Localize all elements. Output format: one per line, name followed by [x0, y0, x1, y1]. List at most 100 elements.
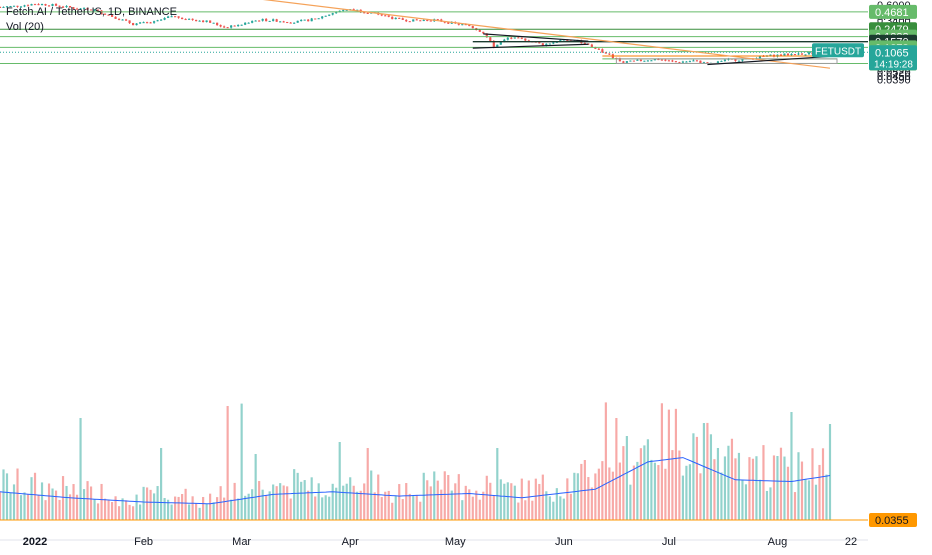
date-axis[interactable]: 2022 Feb Mar Apr May Jun Jul Aug 22: [23, 536, 857, 548]
candle: [33, 3, 37, 6]
volume-bar: [786, 466, 790, 520]
volume-bar: [422, 472, 425, 520]
volume-bar: [569, 493, 572, 520]
volume-bar: [594, 473, 597, 520]
volume-bar: [681, 475, 684, 520]
volume-bar: [790, 412, 793, 520]
volume-bar: [247, 493, 250, 520]
price-axis[interactable]: USDT0.60000.50000.40000.34000.28000.2400…: [869, 0, 917, 527]
candle: [513, 37, 516, 39]
volume-bar: [604, 402, 607, 520]
volume-bar: [107, 500, 110, 520]
candle: [107, 14, 110, 16]
volume-bar: [699, 473, 702, 520]
volume-bar: [587, 477, 590, 520]
candle: [142, 21, 145, 24]
volume-bar: [524, 500, 527, 520]
wedge-upper-line[interactable]: [483, 33, 589, 42]
volume-bar: [608, 467, 611, 520]
volume-bar: [401, 499, 404, 520]
volume-bar: [443, 471, 446, 520]
candle: [489, 36, 492, 42]
candle: [135, 23, 138, 26]
volume-bar: [251, 489, 254, 520]
candle: [384, 14, 387, 17]
volume-bar: [0, 491, 2, 520]
candle: [289, 22, 292, 24]
volume-bar: [153, 493, 156, 520]
volume-bar: [646, 439, 649, 520]
volume-bar: [499, 479, 502, 520]
candle: [61, 5, 65, 8]
volume-bar: [468, 489, 471, 520]
volume-bar: [559, 496, 562, 520]
price-tick-label: 0.0390: [877, 75, 911, 87]
wedge-lower-line[interactable]: [472, 43, 589, 49]
candle: [317, 18, 320, 20]
candle: [58, 5, 61, 8]
volume-bar: [265, 495, 268, 520]
volume-bar: [380, 497, 383, 520]
volume-bar: [779, 447, 783, 520]
volume-bar: [709, 434, 713, 520]
candle: [198, 20, 201, 22]
volume-bar: [219, 486, 222, 520]
volume-bar: [415, 494, 418, 520]
candle: [110, 14, 114, 17]
volume-bar: [615, 418, 618, 520]
candle: [807, 52, 811, 55]
volume-bar: [496, 448, 499, 520]
volume-bar: [797, 452, 800, 520]
volume-bar: [643, 445, 646, 520]
volume-bar: [426, 480, 429, 520]
candle: [324, 15, 327, 17]
candle: [188, 18, 191, 20]
candle: [671, 59, 674, 63]
candle: [163, 17, 166, 21]
candle: [800, 53, 804, 55]
volume-bar: [307, 490, 310, 520]
candle: [674, 60, 677, 63]
candle: [720, 60, 723, 62]
volume-bar: [167, 499, 170, 520]
volume-bar: [520, 478, 523, 520]
volume-bar: [461, 500, 464, 520]
volume-bar: [131, 506, 135, 520]
volume-bar: [762, 445, 765, 520]
volume-bar: [622, 446, 625, 520]
candle: [692, 59, 695, 62]
volume-bar: [2, 469, 5, 520]
candle: [643, 60, 646, 62]
volume-bar: [758, 479, 762, 520]
candle: [695, 59, 699, 62]
candle: [797, 52, 800, 56]
volume-bar: [552, 501, 555, 520]
candle: [121, 19, 124, 21]
volume-bar: [44, 500, 47, 520]
volume-bar: [548, 496, 551, 520]
candle: [170, 15, 173, 18]
volume-bar: [184, 488, 187, 520]
volume-bar: [310, 477, 313, 520]
volume-bar: [506, 482, 509, 520]
countdown-label: 14:19:28: [874, 59, 913, 70]
date-tick-label: Apr: [342, 536, 359, 548]
candle: [401, 17, 404, 21]
candle: [429, 20, 432, 22]
volume-bar: [457, 474, 460, 520]
volume-bar: [121, 498, 124, 520]
descending-trendline[interactable]: [245, 0, 831, 69]
volume-bar: [447, 475, 450, 520]
candle: [244, 22, 247, 26]
volume-bar: [629, 484, 632, 520]
volume-bar: [188, 504, 191, 520]
candle: [538, 42, 541, 44]
volume-bar: [342, 485, 345, 520]
volume-bar: [240, 403, 243, 520]
volume-bar: [174, 496, 177, 520]
volume-bar: [324, 495, 327, 520]
volume-bar: [338, 442, 341, 520]
volume-bar: [156, 486, 159, 520]
